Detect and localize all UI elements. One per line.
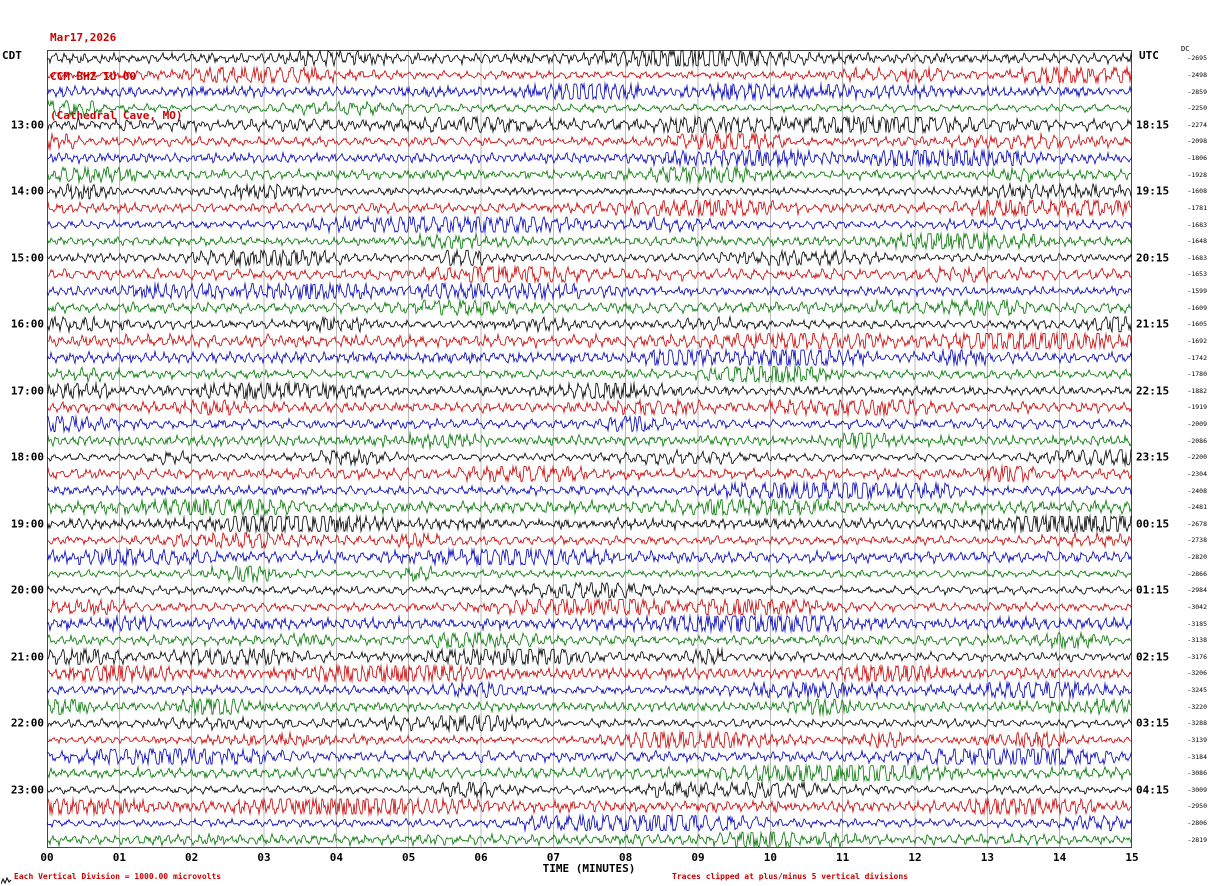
dc-offset-value: -2009 [1187, 420, 1207, 429]
minute-tick-label: 11 [836, 851, 850, 864]
dc-offset-value: -1683 [1187, 253, 1207, 262]
minute-tick-label: 00 [40, 851, 54, 864]
utc-hour-label: 22:15 [1136, 384, 1170, 398]
cdt-hour-label: 18:00 [10, 450, 44, 464]
corner-scribble-mark [1, 876, 12, 885]
utc-hour-label: 02:15 [1136, 650, 1170, 664]
dc-offset-value: -1605 [1187, 320, 1207, 329]
cdt-hour-label: 17:00 [10, 384, 44, 398]
helicorder-canvas [47, 50, 1132, 848]
dc-offset-value: -1919 [1187, 403, 1207, 412]
dc-offset-value: -1928 [1187, 170, 1207, 179]
dc-offset-value: -3185 [1187, 619, 1207, 628]
right-axis-label: UTC [1139, 49, 1159, 62]
minute-tick-label: 02 [185, 851, 199, 864]
dc-offset-value: -3245 [1187, 686, 1207, 695]
minute-tick-label: 04 [329, 851, 343, 864]
dc-offset-value: -1806 [1187, 154, 1207, 163]
minute-tick-label: 14 [1053, 851, 1067, 864]
dc-offset-value: -3184 [1187, 752, 1207, 761]
dc-offset-value: -2819 [1187, 835, 1207, 844]
dc-offset-value: -2250 [1187, 104, 1207, 113]
dc-offset-value: -2498 [1187, 70, 1207, 79]
dc-offset-value: -1608 [1187, 187, 1207, 196]
dc-offset-value: -3176 [1187, 652, 1207, 661]
dc-offset-value: -2695 [1187, 54, 1207, 63]
minute-tick-label: 07 [546, 851, 560, 864]
utc-hour-label: 19:15 [1136, 184, 1170, 198]
utc-hour-label: 01:15 [1136, 583, 1170, 597]
dc-offset-value: -2678 [1187, 519, 1207, 528]
minute-tick-label: 03 [257, 851, 271, 864]
dc-offset-value: -3086 [1187, 769, 1207, 778]
minute-tick-label: 05 [402, 851, 416, 864]
dc-offset-value: -2984 [1187, 586, 1207, 595]
dc-offset-value: -3206 [1187, 669, 1207, 678]
x-axis-title: TIME (MINUTES) [542, 862, 636, 875]
utc-hour-label: 20:15 [1136, 251, 1170, 265]
dc-offset-value: -1683 [1187, 220, 1207, 229]
minute-tick-label: 12 [908, 851, 922, 864]
dc-column-label: DC [1181, 45, 1190, 53]
dc-offset-value: -3138 [1187, 636, 1207, 645]
cdt-hour-label: 15:00 [10, 251, 44, 265]
utc-hour-label: 18:15 [1136, 118, 1170, 132]
minute-tick-label: 15 [1125, 851, 1139, 864]
dc-offset-value: -1653 [1187, 270, 1207, 279]
dc-offset-value: -3139 [1187, 735, 1207, 744]
utc-hour-label: 03:15 [1136, 716, 1170, 730]
dc-offset-value: -2408 [1187, 486, 1207, 495]
dc-offset-value: -1609 [1187, 303, 1207, 312]
dc-offset-value: -1648 [1187, 237, 1207, 246]
clip-note: Traces clipped at plus/minus 5 vertical … [672, 872, 909, 881]
cdt-hour-label: 20:00 [10, 583, 44, 597]
minute-tick-label: 10 [763, 851, 777, 864]
dc-offset-value: -2481 [1187, 503, 1207, 512]
dc-offset-value: -1692 [1187, 336, 1207, 345]
dc-offset-value: -2098 [1187, 137, 1207, 146]
dc-offset-value: -1742 [1187, 353, 1207, 362]
left-axis-label: CDT [2, 49, 22, 62]
minute-tick-label: 13 [980, 851, 994, 864]
dc-offset-value: -1599 [1187, 287, 1207, 296]
utc-hour-label: 23:15 [1136, 450, 1170, 464]
minute-tick-label: 09 [691, 851, 705, 864]
dc-offset-value: -3042 [1187, 602, 1207, 611]
cdt-hour-label: 23:00 [10, 783, 44, 797]
minute-tick-label: 06 [474, 851, 488, 864]
minute-tick-label: 08 [619, 851, 633, 864]
scale-note: Each Vertical Division = 1000.00 microvo… [14, 872, 222, 881]
dc-offset-value: -3288 [1187, 719, 1207, 728]
cdt-hour-label: 19:00 [10, 517, 44, 531]
utc-hour-label: 04:15 [1136, 783, 1170, 797]
dc-offset-value: -2304 [1187, 469, 1207, 478]
minute-tick-label: 01 [112, 851, 126, 864]
dc-offset-value: -2859 [1187, 87, 1207, 96]
cdt-hour-label: 22:00 [10, 716, 44, 730]
dc-offset-value: -2820 [1187, 553, 1207, 562]
dc-offset-value: -1781 [1187, 203, 1207, 212]
dc-offset-value: -2806 [1187, 819, 1207, 828]
dc-offset-value: -2866 [1187, 569, 1207, 578]
cdt-hour-label: 16:00 [10, 317, 44, 331]
dc-offset-value: -2200 [1187, 453, 1207, 462]
dc-offset-value: -2086 [1187, 436, 1207, 445]
dc-offset-value: -1780 [1187, 370, 1207, 379]
dc-offset-value: -2950 [1187, 802, 1207, 811]
dc-offset-value: -2738 [1187, 536, 1207, 545]
cdt-hour-label: 13:00 [10, 118, 44, 132]
dc-offset-value: -3009 [1187, 785, 1207, 794]
cdt-hour-label: 21:00 [10, 650, 44, 664]
utc-hour-label: 00:15 [1136, 517, 1170, 531]
header-date: Mar17,2026 [50, 31, 117, 44]
dc-offset-value: -2274 [1187, 120, 1207, 129]
cdt-hour-label: 14:00 [10, 184, 44, 198]
dc-offset-value: -3220 [1187, 702, 1207, 711]
dc-offset-value: -1882 [1187, 386, 1207, 395]
utc-hour-label: 21:15 [1136, 317, 1170, 331]
